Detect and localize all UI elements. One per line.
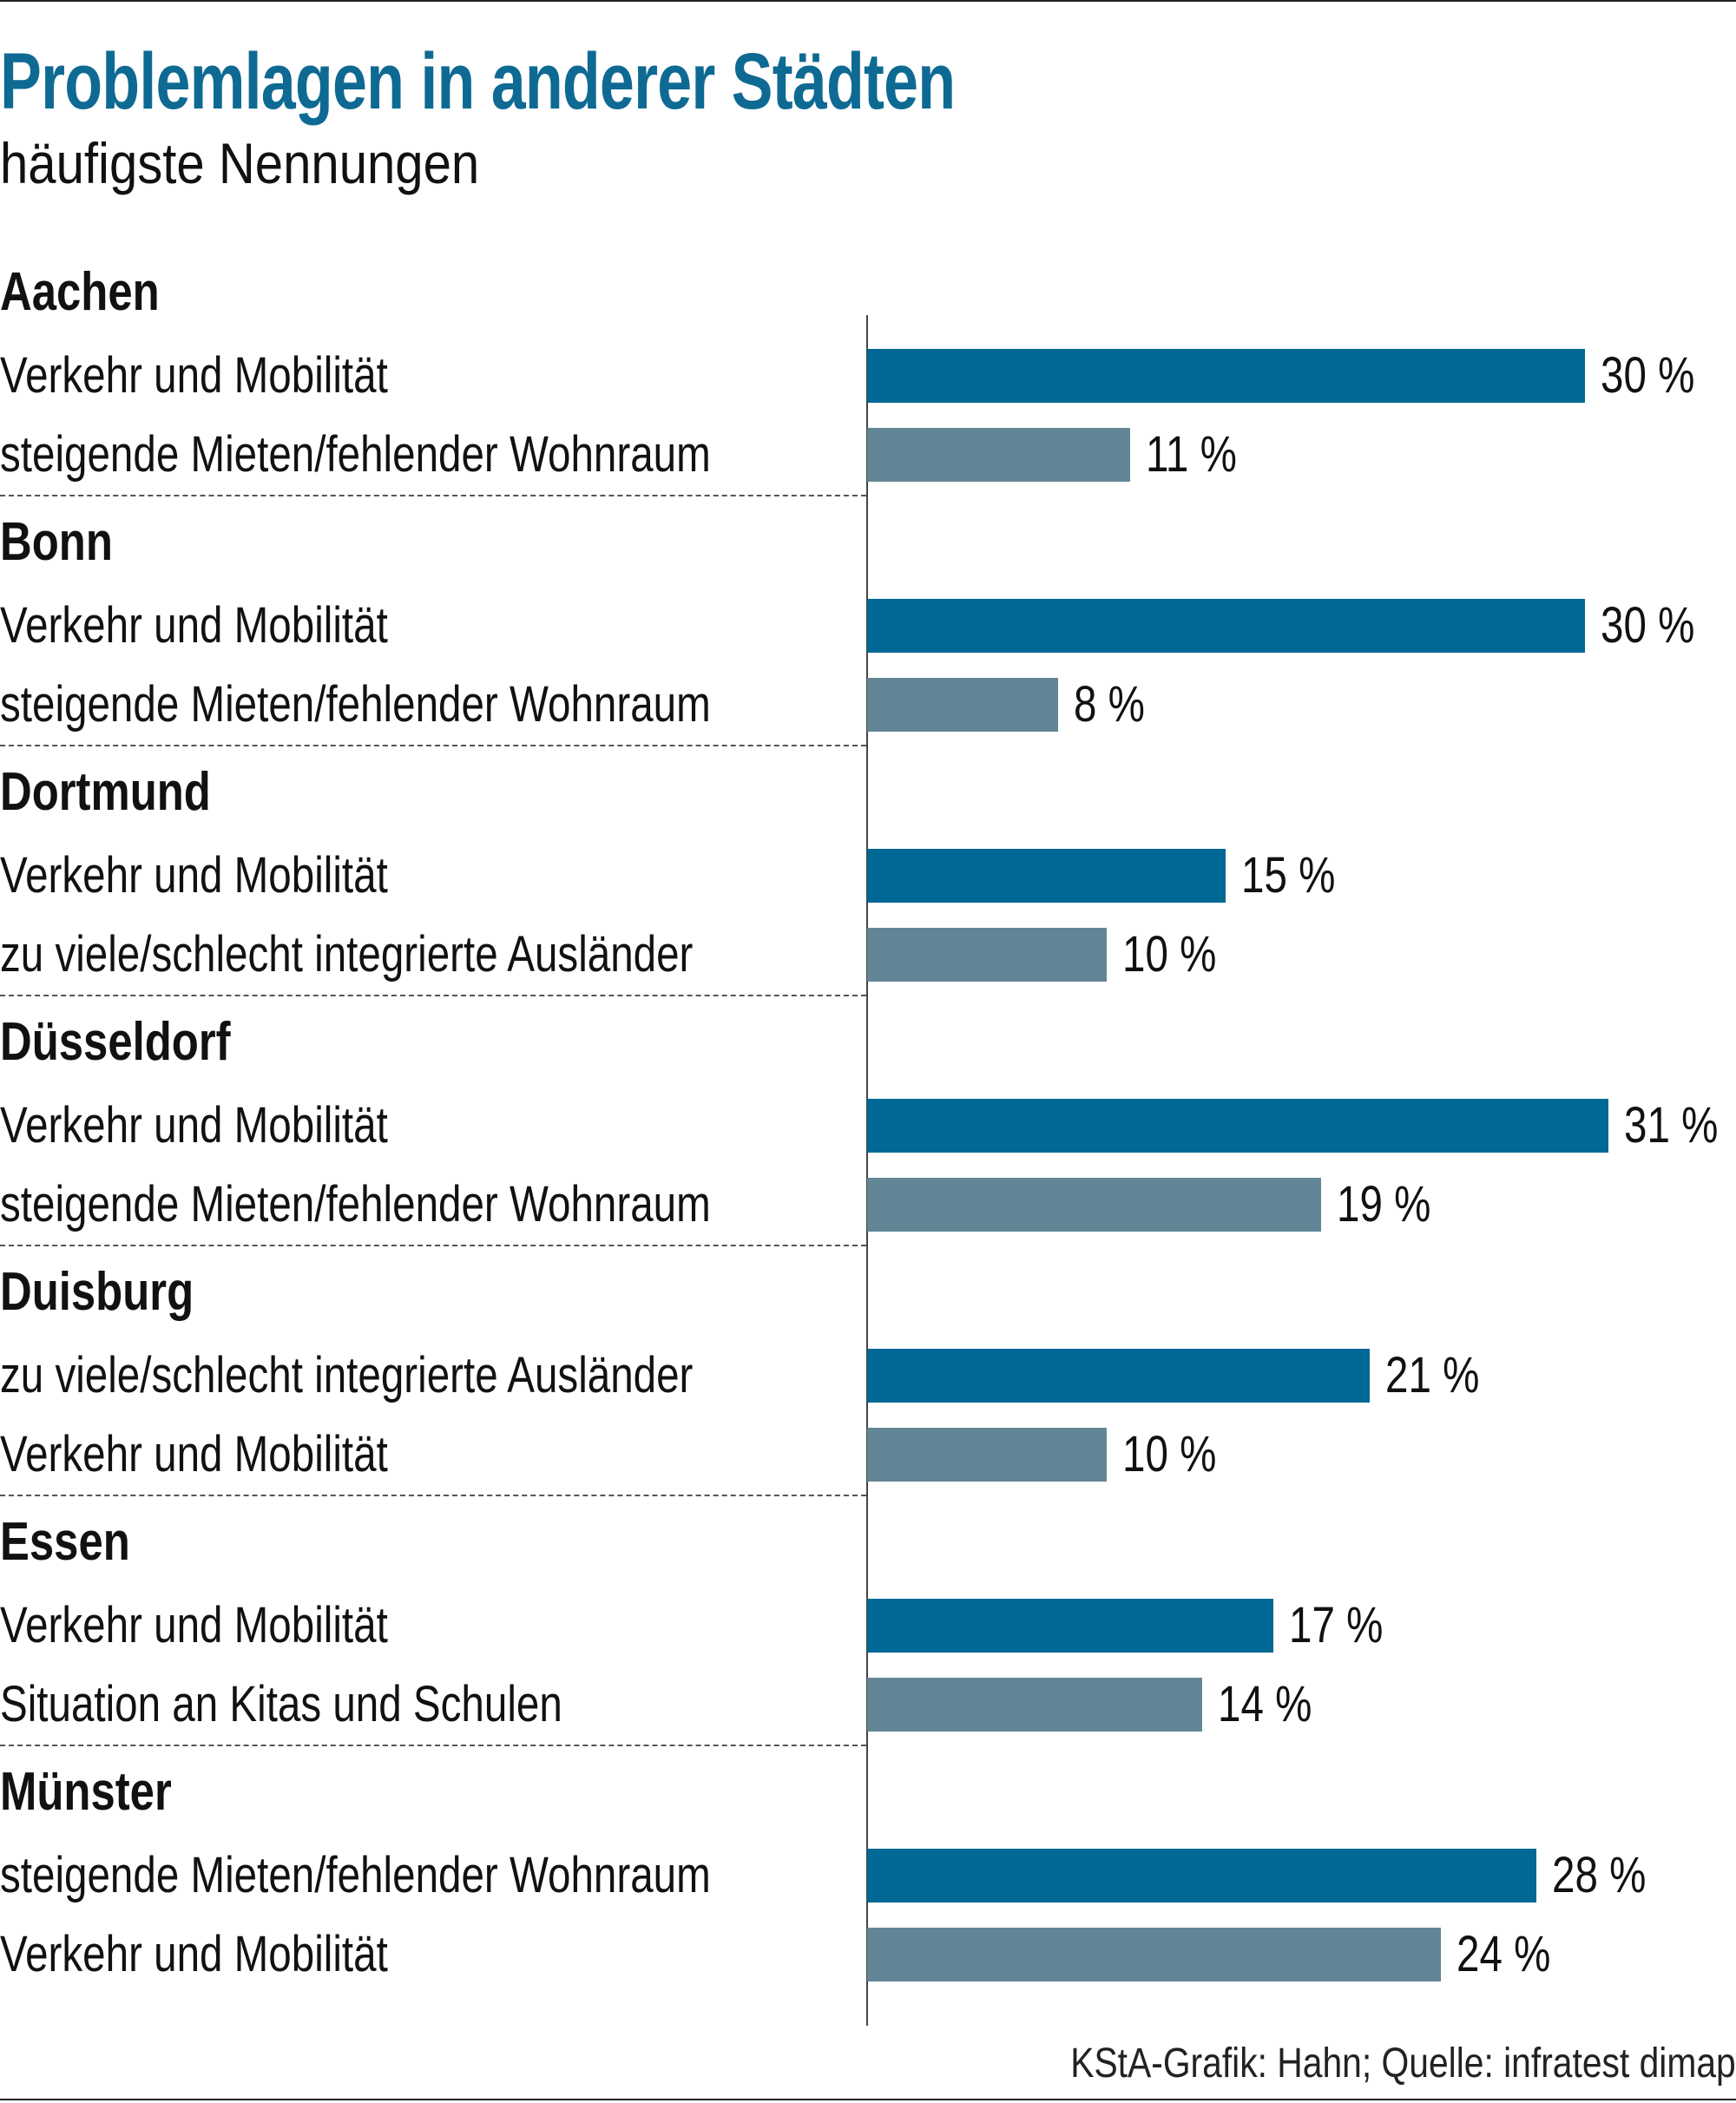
city-heading: Duisburg [0, 1262, 194, 1322]
category-label: Verkehr und Mobilität [0, 847, 388, 904]
category-label: Situation an Kitas und Schulen [0, 1676, 562, 1732]
bar [867, 1599, 1274, 1653]
value-label: 28 % [1552, 1847, 1647, 1903]
value-label: 10 % [1121, 1426, 1216, 1482]
value-label: 19 % [1337, 1176, 1431, 1232]
bar [867, 1678, 1202, 1732]
value-label: 31 % [1624, 1097, 1719, 1153]
bar [867, 1349, 1370, 1403]
category-label: Verkehr und Mobilität [0, 347, 388, 404]
bar [867, 1178, 1322, 1232]
category-label: Verkehr und Mobilität [0, 1597, 388, 1653]
category-label: zu viele/schlecht integrierte Ausländer [0, 1347, 694, 1403]
group-divider [0, 1245, 866, 1246]
value-label: 17 % [1289, 1597, 1384, 1653]
group-divider [0, 495, 866, 496]
bar [867, 1428, 1107, 1482]
value-label: 8 % [1074, 676, 1146, 733]
city-heading: Aachen [0, 262, 160, 322]
category-label: steigende Mieten/fehlender Wohnraum [0, 1847, 711, 1903]
value-label: 24 % [1457, 1926, 1551, 1982]
category-label: steigende Mieten/fehlender Wohnraum [0, 426, 711, 483]
value-label: 30 % [1600, 347, 1694, 404]
bottom-rule [0, 2099, 1736, 2100]
category-label: steigende Mieten/fehlender Wohnraum [0, 676, 711, 733]
top-rule [0, 0, 1736, 2]
city-heading: Dortmund [0, 762, 211, 822]
bar [867, 599, 1585, 653]
bar [867, 1099, 1609, 1153]
city-heading: Bonn [0, 512, 113, 572]
bar [867, 928, 1107, 982]
value-label: 30 % [1600, 597, 1694, 654]
category-label: Verkehr und Mobilität [0, 1926, 388, 1982]
source-note: KStA-Grafik: Hahn; Quelle: infratest dim… [1070, 2041, 1736, 2087]
value-label: 21 % [1384, 1347, 1479, 1403]
value-label: 15 % [1241, 847, 1336, 904]
city-heading: Düsseldorf [0, 1012, 231, 1072]
bar [867, 678, 1059, 732]
category-label: Verkehr und Mobilität [0, 1097, 388, 1153]
chart-subtitle: häufigste Nennungen [0, 131, 480, 195]
value-label: 10 % [1121, 926, 1216, 982]
y-axis-line [866, 315, 868, 2026]
group-divider [0, 995, 866, 996]
city-heading: Essen [0, 1512, 130, 1572]
bar [867, 349, 1585, 403]
category-label: steigende Mieten/fehlender Wohnraum [0, 1176, 711, 1232]
category-label: Verkehr und Mobilität [0, 597, 388, 654]
bar [867, 1928, 1442, 1981]
group-divider [0, 745, 866, 746]
value-label: 14 % [1217, 1676, 1312, 1732]
city-heading: Münster [0, 1762, 172, 1822]
bar [867, 1849, 1537, 1903]
chart-title: Problemlagen in anderer Städten [0, 37, 956, 126]
bar [867, 849, 1226, 903]
value-label: 11 % [1146, 426, 1237, 483]
category-label: zu viele/schlecht integrierte Ausländer [0, 926, 694, 982]
bar [867, 428, 1131, 482]
group-divider [0, 1495, 866, 1496]
category-label: Verkehr und Mobilität [0, 1426, 388, 1482]
group-divider [0, 1745, 866, 1746]
